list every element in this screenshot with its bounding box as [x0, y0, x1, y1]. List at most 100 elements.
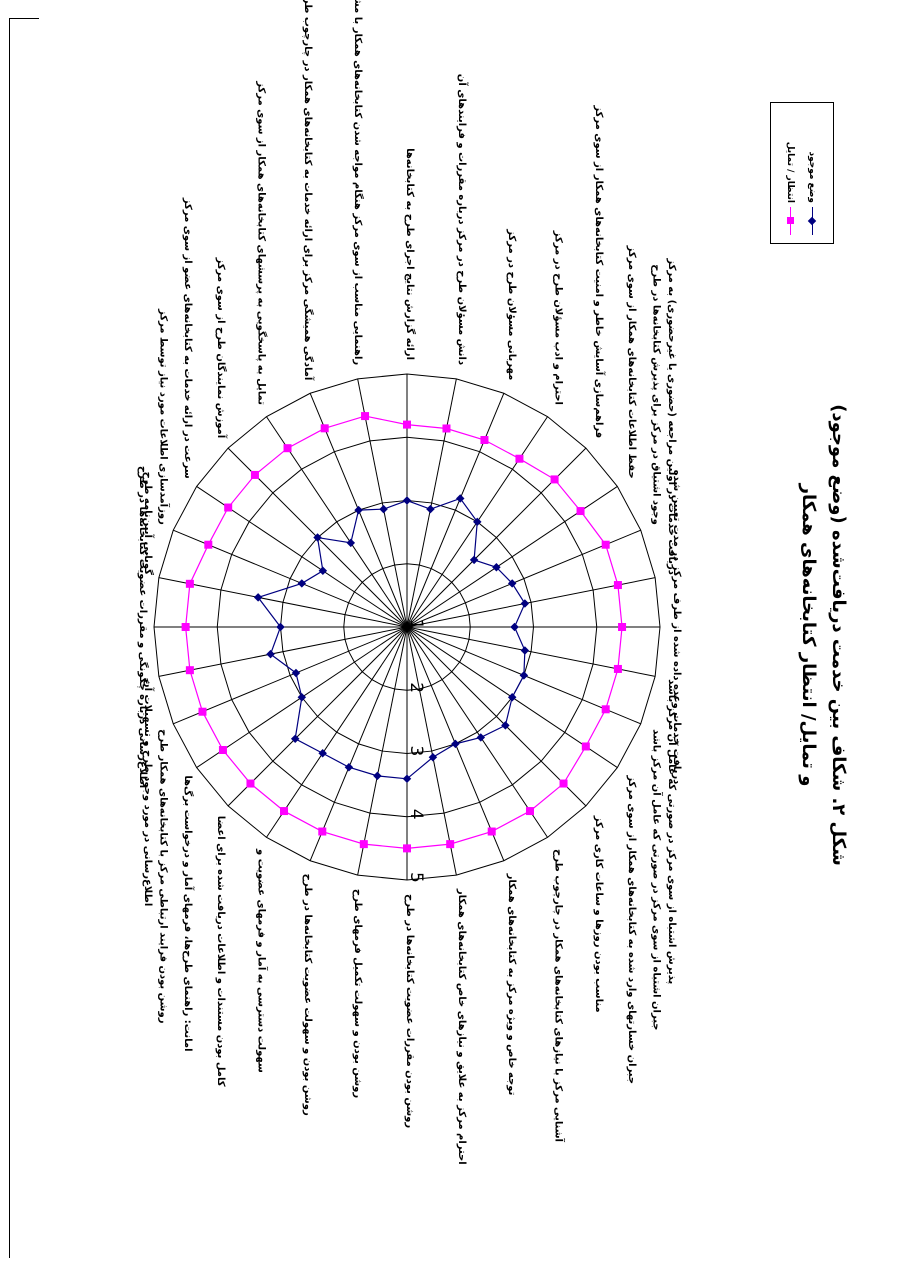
radial-tick-label: 3: [406, 746, 426, 757]
category-label: روزآمدسازی اطلاعات مورد نیاز توسط مرکز: [157, 308, 170, 525]
radar-series: [181, 412, 627, 853]
data-point-diamond: [276, 622, 285, 632]
data-point-diamond: [297, 579, 307, 588]
legend-item-current: وضع موجود: [805, 151, 819, 235]
category-label: روشن بودن فرایند ارتباطی مرکز با کتابخان…: [157, 729, 168, 1024]
data-point-square: [515, 454, 524, 463]
grid-spoke: [406, 447, 587, 628]
data-point-diamond: [520, 646, 530, 655]
data-point-diamond: [492, 563, 501, 572]
category-label: پذیرش اشتباه از سوی مرکز در صورتی که عام…: [666, 679, 679, 984]
data-point-diamond: [520, 599, 530, 608]
data-point-square: [224, 503, 233, 512]
legend-item-expected: انتظار / تمایل: [783, 142, 797, 235]
grid-spoke: [266, 626, 408, 838]
radial-tick-label: 2: [406, 682, 426, 693]
diamond-marker-icon: [807, 207, 817, 235]
category-label: مناسب بودن روزها و ساعات کاری مرکز: [593, 815, 604, 1013]
grid-spoke: [158, 577, 408, 628]
data-point-diamond: [318, 566, 328, 576]
data-point-square: [204, 540, 213, 549]
data-point-square: [480, 436, 489, 445]
data-point-square: [283, 444, 292, 453]
data-point-square: [246, 779, 255, 788]
grid-spoke: [406, 393, 505, 628]
data-point-square: [559, 779, 568, 788]
data-point-diamond: [354, 505, 363, 515]
grid-spoke: [309, 626, 408, 861]
page-border-left: [9, 18, 10, 1258]
radial-tick-label: 4: [406, 809, 426, 820]
data-point-square: [250, 470, 259, 479]
data-point-square: [218, 745, 227, 754]
grid-spoke: [357, 626, 408, 876]
data-point-diamond: [501, 721, 510, 730]
category-label: جبران خسارتهای وارد شده به کتابخانه‌های …: [626, 774, 637, 1084]
data-point-diamond: [290, 734, 300, 744]
data-point-diamond: [402, 496, 412, 505]
category-label: امانت: راهنمای طرح‌ها، فرمهای آمار و درخ…: [182, 775, 195, 1051]
data-point-diamond: [266, 649, 275, 659]
category-label: جبران اشتباه از سوی مرکز در صورتی که عام…: [651, 729, 664, 1030]
category-label: کامل بودن مستندات و اطلاعات دریافت شده ب…: [215, 816, 226, 1087]
data-point-diamond: [318, 748, 327, 758]
category-label: روشن بودن مقررات عضویت کتابخانه‌ها در طر…: [404, 894, 415, 1128]
data-point-square: [613, 664, 622, 673]
data-point-diamond: [476, 733, 486, 742]
figure-caption: شکل ۲. شکاف بین خدمت دریافت‌شده (وضع موج…: [793, 404, 853, 866]
series-expected: [181, 412, 627, 853]
data-point-square: [318, 827, 327, 836]
category-label: تمایل به پاسخگویی به پرسشهای کتابخانه‌ها…: [256, 80, 269, 405]
category-label: حفظ اطلاعات کتابخانه‌های همکار از سوی مر…: [626, 245, 637, 479]
data-point-diamond: [379, 504, 388, 514]
grid-spoke: [227, 626, 408, 807]
category-label: اطلاع‌رسانی درباره چگونگی و مقررات عضویت…: [137, 466, 150, 788]
data-point-square: [359, 840, 368, 849]
data-point-square: [550, 475, 559, 484]
data-point-diamond: [451, 739, 460, 749]
category-label: روشن بودن و سهولت عضویت کتابخانه‌ها در ط…: [302, 874, 313, 1116]
category-label: دانش مسؤلان طرح در مرکز درباره مقررات و …: [456, 74, 469, 365]
caption-line-2: و تمایل/ انتظار کتابخانه‌های همکار: [798, 483, 819, 787]
data-point-diamond: [507, 693, 517, 702]
data-point-square: [487, 827, 496, 836]
category-label: آشنایی مرکز با نیازهای کتابخانه‌های همکا…: [552, 849, 565, 1143]
legend-label-expected: انتظار / تمایل: [785, 141, 795, 203]
grid-spoke: [406, 626, 587, 807]
category-label: آموزش نمایندگان طرح از سوی مرکز: [215, 257, 228, 439]
legend-label-current: وضع موجود: [807, 151, 817, 203]
data-point-square: [601, 540, 610, 549]
data-point-square: [525, 807, 534, 816]
data-point-square: [320, 424, 329, 433]
data-point-diamond: [373, 771, 382, 781]
data-point-diamond: [346, 538, 356, 548]
category-label: احترام مرکز به علایق و نیازهای خاص کتابخ…: [456, 888, 467, 1165]
data-point-square: [185, 666, 194, 675]
data-point-diamond: [344, 763, 354, 772]
category-label: وجود اشتیاق در مرکز برای پذیرش کتابخانه‌…: [651, 264, 662, 525]
data-point-diamond: [507, 579, 517, 588]
category-label: راهنمایی مناسب از سوی مرکز هنگام مواجه ش…: [352, 0, 365, 365]
category-label: آمادگی همیشگی مرکز برای ارائه خدمات به ک…: [302, 0, 315, 381]
category-label: دریافت خدمات وعده داده شده از طرف مرکز د…: [671, 470, 682, 785]
grid-spoke: [406, 626, 457, 876]
category-label: اطلاع‌رسانی در مورد وجود طرح و تسهیلات آ…: [142, 679, 155, 906]
legend: وضع موجود انتظار / تمایل: [770, 102, 834, 244]
data-point-square: [403, 420, 411, 429]
data-point-square: [280, 807, 289, 816]
category-label: سهولت دسترسی به آمار و فرمهای عضویت و: [256, 848, 269, 1073]
caption-line-1: شکل ۲. شکاف بین خدمت دریافت‌شده (وضع موج…: [828, 404, 849, 866]
data-point-square: [198, 707, 207, 716]
category-labels: روشن بودن مقررات عضویت کتابخانه‌ها در طر…: [137, 0, 682, 1165]
square-marker-icon: [785, 207, 795, 235]
data-point-diamond: [297, 693, 307, 702]
category-label: روشن بودن و سهولت تکمیل فرمهای طرح: [352, 889, 363, 1099]
data-point-diamond: [469, 555, 479, 565]
data-point-diamond: [402, 774, 412, 784]
data-point-diamond: [426, 504, 435, 514]
data-point-diamond: [456, 494, 465, 503]
category-label: مهربانی مسؤلان طرح در مرکز: [506, 228, 517, 380]
data-point-square: [581, 742, 590, 751]
data-point-diamond: [428, 753, 438, 762]
